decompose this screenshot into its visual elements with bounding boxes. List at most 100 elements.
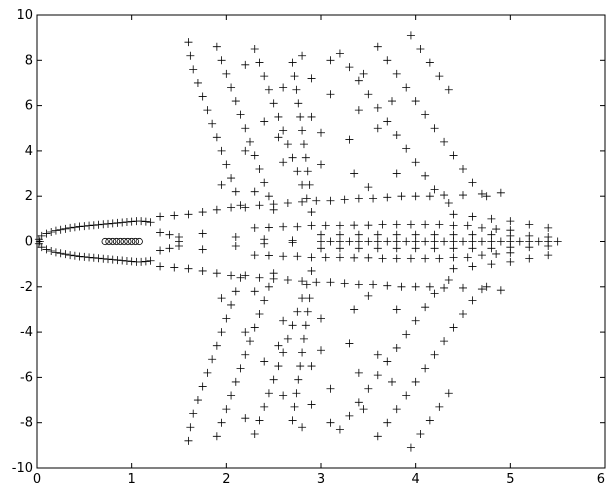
plus-marker bbox=[208, 355, 217, 364]
plus-marker bbox=[402, 83, 411, 92]
plus-marker bbox=[264, 389, 273, 398]
plus-marker bbox=[335, 425, 344, 434]
plus-marker bbox=[298, 294, 307, 303]
plus-marker bbox=[80, 222, 89, 231]
plus-marker bbox=[487, 244, 496, 253]
plus-marker bbox=[373, 244, 382, 253]
plus-marker bbox=[241, 146, 250, 155]
plus-marker bbox=[184, 210, 193, 219]
plus-marker bbox=[269, 200, 278, 209]
plus-marker bbox=[449, 264, 458, 273]
plus-marker bbox=[321, 253, 330, 262]
plus-marker bbox=[165, 230, 174, 239]
plus-marker bbox=[307, 221, 316, 230]
plus-marker bbox=[217, 294, 226, 303]
plus-marker bbox=[317, 244, 325, 253]
plus-marker bbox=[383, 281, 392, 290]
plus-marker bbox=[198, 229, 207, 238]
y-tick-label: -6 bbox=[20, 370, 33, 385]
plus-marker bbox=[217, 146, 226, 155]
plus-marker bbox=[506, 243, 515, 252]
plus-marker bbox=[506, 257, 515, 266]
plus-marker bbox=[279, 126, 288, 135]
plus-marker bbox=[227, 271, 236, 280]
plus-marker bbox=[292, 85, 301, 94]
plus-marker bbox=[477, 285, 486, 294]
plus-marker bbox=[345, 339, 354, 348]
plus-marker bbox=[241, 124, 250, 133]
plus-marker bbox=[307, 208, 316, 217]
plus-marker bbox=[51, 248, 60, 257]
plus-marker bbox=[534, 237, 543, 246]
plus-marker bbox=[468, 237, 477, 246]
plus-marker bbox=[449, 230, 458, 239]
plus-marker bbox=[388, 377, 396, 386]
plus-marker bbox=[250, 187, 259, 196]
plus-marker bbox=[335, 237, 344, 246]
x-tick-label: 5 bbox=[506, 472, 514, 487]
plus-marker bbox=[241, 414, 250, 423]
plus-marker bbox=[416, 44, 425, 53]
plus-marker bbox=[515, 237, 524, 246]
plus-marker bbox=[42, 245, 51, 254]
plus-marker bbox=[269, 375, 278, 384]
plus-marker bbox=[146, 256, 155, 265]
plus-marker bbox=[468, 178, 477, 187]
plus-marker bbox=[203, 368, 212, 377]
plus-marker bbox=[246, 137, 254, 146]
plus-marker bbox=[369, 194, 378, 203]
data-points bbox=[34, 31, 562, 452]
plus-marker bbox=[241, 271, 250, 280]
plus-marker bbox=[317, 128, 325, 137]
plus-marker bbox=[118, 256, 127, 265]
plus-marker bbox=[388, 97, 396, 106]
plus-marker bbox=[425, 58, 434, 67]
plus-marker bbox=[440, 283, 449, 292]
plus-marker bbox=[293, 252, 302, 261]
plus-marker bbox=[383, 117, 392, 126]
plus-marker bbox=[482, 192, 491, 201]
plus-marker bbox=[321, 221, 330, 230]
plus-marker bbox=[430, 289, 439, 298]
plus-marker bbox=[373, 230, 382, 239]
plus-marker bbox=[477, 223, 486, 232]
plus-marker bbox=[449, 210, 458, 219]
plus-marker bbox=[435, 254, 444, 263]
plus-marker bbox=[444, 198, 453, 207]
plus-marker bbox=[47, 227, 56, 236]
plus-marker bbox=[392, 69, 401, 78]
plus-marker bbox=[354, 106, 363, 115]
plus-marker bbox=[430, 237, 439, 246]
plus-marker bbox=[425, 192, 434, 201]
plus-marker bbox=[186, 423, 195, 432]
plus-marker bbox=[279, 158, 288, 167]
plus-marker bbox=[440, 237, 449, 246]
plus-marker bbox=[468, 230, 477, 239]
plus-marker bbox=[449, 253, 458, 262]
plus-marker bbox=[293, 222, 302, 231]
plus-marker bbox=[421, 364, 430, 373]
plus-marker bbox=[459, 191, 467, 200]
plus-marker bbox=[250, 223, 259, 232]
plus-marker bbox=[99, 254, 108, 263]
plus-marker bbox=[255, 58, 264, 67]
plus-marker bbox=[406, 443, 415, 452]
plus-marker bbox=[260, 117, 269, 126]
x-tick-label: 0 bbox=[33, 472, 41, 487]
plus-marker bbox=[544, 251, 553, 260]
y-tick-label: -10 bbox=[12, 461, 33, 476]
plus-marker bbox=[459, 165, 467, 174]
circle-marker bbox=[135, 237, 143, 246]
plus-marker bbox=[345, 63, 354, 72]
plus-marker bbox=[255, 201, 264, 210]
plus-marker bbox=[392, 230, 401, 239]
plus-marker bbox=[236, 201, 245, 210]
plus-marker bbox=[217, 56, 226, 65]
plus-marker bbox=[35, 237, 44, 246]
plus-marker bbox=[170, 263, 179, 272]
plus-marker bbox=[430, 244, 439, 253]
plus-marker bbox=[241, 328, 250, 337]
plus-marker bbox=[303, 167, 312, 176]
plus-marker bbox=[444, 85, 453, 94]
